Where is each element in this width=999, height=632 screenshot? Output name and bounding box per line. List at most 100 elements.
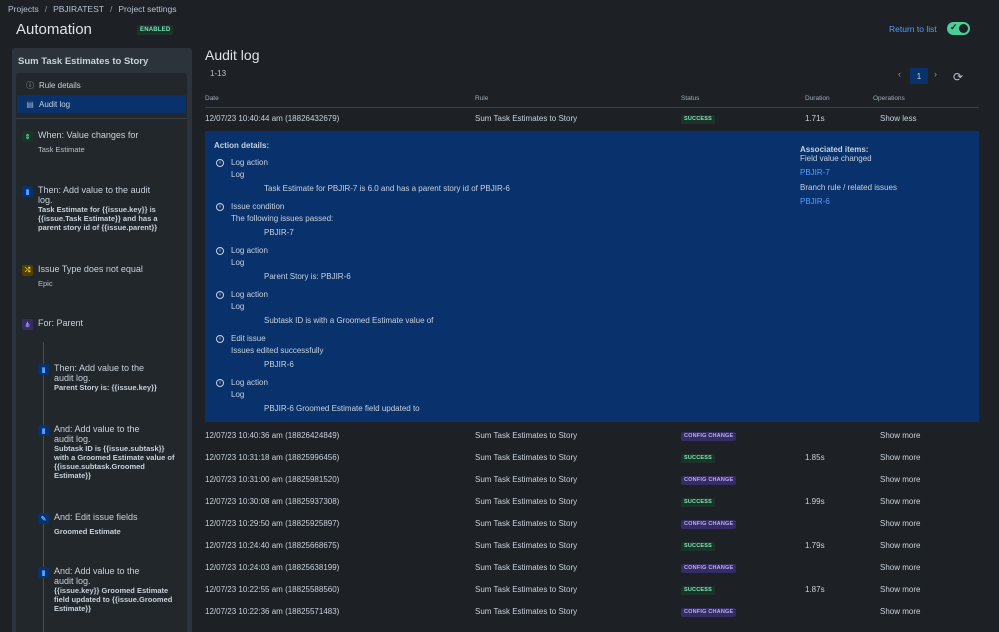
page-title: Automation: [16, 21, 92, 38]
step-detail: Parent Story is: {{issue.key}}: [54, 383, 157, 392]
divider: [16, 118, 187, 119]
associated-issue-link[interactable]: PBJIR-7: [800, 168, 830, 177]
show-more-button[interactable]: Show more: [880, 519, 921, 528]
step-condition[interactable]: Issue Type does not equal Epic: [38, 264, 143, 288]
status-badge: CONFIG CHANGE: [681, 564, 737, 573]
step-detail: {{issue.Task Estimate}} and has a: [38, 214, 158, 223]
step-action-log[interactable]: Then: Add value to the audit log. Task E…: [38, 185, 158, 232]
chevron-right-icon[interactable]: ›: [934, 69, 937, 79]
table-row: 12/07/23 10:30:08 am (18825937308) Sum T…: [205, 491, 979, 513]
nav-audit-log[interactable]: ▤ Audit log: [17, 95, 186, 113]
info-icon: i: [216, 291, 224, 299]
step-heading: audit log.: [54, 434, 91, 444]
row-rule: Sum Task Estimates to Story: [475, 519, 578, 528]
audit-log-title: Audit log: [205, 47, 260, 63]
detail-item-detail: Parent Story is: PBJIR-6: [264, 272, 351, 281]
breadcrumb-projects[interactable]: Projects: [8, 4, 39, 14]
info-icon: i: [216, 335, 224, 343]
table-row: 12/07/23 10:40:36 am (18826424849) Sum T…: [205, 425, 979, 447]
step-trigger[interactable]: When: Value changes for Task Estimate: [38, 130, 138, 154]
breadcrumb-separator: /: [109, 4, 113, 14]
action-icon: ▮: [22, 186, 33, 197]
action-details-panel: [205, 131, 979, 422]
row-date: 12/07/23 10:40:36 am (18826424849): [205, 431, 340, 440]
table-row: 12/07/23 10:22:36 am (18825571483) Sum T…: [205, 601, 979, 623]
row-rule: Sum Task Estimates to Story: [475, 114, 578, 123]
detail-item-title: Log action: [231, 246, 268, 255]
step-detail: Task Estimate: [38, 145, 85, 154]
detail-item-detail: Task Estimate for PBJIR-7 is 6.0 and has…: [264, 184, 510, 193]
show-more-button[interactable]: Show more: [880, 563, 921, 572]
show-more-button[interactable]: Show more: [880, 453, 921, 462]
row-duration: 1.71s: [805, 114, 825, 123]
step-detail: Estimate}}: [54, 471, 92, 480]
refresh-icon[interactable]: ⟳: [953, 70, 964, 84]
show-more-button[interactable]: Show more: [880, 541, 921, 550]
row-rule: Sum Task Estimates to Story: [475, 563, 578, 572]
detail-item-sub: Log: [231, 258, 245, 267]
breadcrumb: Projects / PBJIRATEST / Project settings: [8, 4, 176, 14]
step-detail: Subtask ID is {{issue.subtask}}: [54, 444, 165, 453]
info-icon: i: [216, 159, 224, 167]
row-rule: Sum Task Estimates to Story: [475, 431, 578, 440]
show-less-button[interactable]: Show less: [880, 114, 917, 123]
chevron-left-icon[interactable]: ‹: [898, 69, 901, 79]
step-branch-edit[interactable]: And: Edit issue fields Groomed Estimate: [54, 512, 138, 536]
row-rule: Sum Task Estimates to Story: [475, 453, 578, 462]
status-badge: SUCCESS: [681, 454, 715, 463]
rule-enabled-toggle[interactable]: ✓: [947, 22, 970, 35]
row-date: 12/07/23 10:29:50 am (18825925897): [205, 519, 340, 528]
row-date: 12/07/23 10:31:00 am (18825981520): [205, 475, 340, 484]
associated-issue-link[interactable]: PBJIR-6: [800, 197, 830, 206]
detail-item-title: Log action: [231, 290, 268, 299]
row-duration: 1.79s: [805, 541, 825, 550]
step-detail: Epic: [38, 279, 53, 288]
detail-item-sub: Issues edited successfully: [231, 346, 324, 355]
action-icon: ▮: [38, 425, 49, 436]
table-row: 12/07/23 10:24:40 am (18825668675) Sum T…: [205, 535, 979, 557]
result-range: 1-13: [210, 69, 227, 78]
detail-item-detail: PBJIR-6 Groomed Estimate field updated t…: [264, 404, 420, 413]
return-to-list-link[interactable]: Return to list: [889, 24, 937, 34]
step-heading: And: Edit issue fields: [54, 512, 138, 522]
row-date: 12/07/23 10:30:08 am (18825937308): [205, 497, 340, 506]
step-heading: For: Parent: [38, 318, 84, 328]
show-more-button[interactable]: Show more: [880, 431, 921, 440]
show-more-button[interactable]: Show more: [880, 475, 921, 484]
branch-line: [43, 342, 44, 632]
associated-field-value: Field value changed: [800, 154, 872, 163]
nav-rule-details[interactable]: ⓘ Rule details: [17, 76, 186, 94]
step-branch-log-1[interactable]: Then: Add value to the audit log. Parent…: [54, 363, 157, 392]
status-badge: CONFIG CHANGE: [681, 608, 737, 617]
step-heading: And: Add value to the: [54, 424, 140, 434]
table-row: 12/07/23 10:29:50 am (18825925897) Sum T…: [205, 513, 979, 535]
detail-item-sub: The following issues passed:: [231, 214, 334, 223]
row-duration: 1.85s: [805, 453, 825, 462]
show-more-button[interactable]: Show more: [880, 497, 921, 506]
page-1-button[interactable]: 1: [910, 68, 928, 84]
associated-branch-label: Branch rule / related issues: [800, 183, 897, 192]
show-more-button[interactable]: Show more: [880, 607, 921, 616]
pencil-icon: ✎: [38, 513, 49, 524]
row-date: 12/07/23 10:31:18 am (18825996456): [205, 453, 340, 462]
row-rule: Sum Task Estimates to Story: [475, 541, 578, 550]
step-heading: When: Value changes for: [38, 130, 139, 140]
status-badge: CONFIG CHANGE: [681, 432, 737, 441]
nav-label: Audit log: [39, 99, 71, 109]
row-date: 12/07/23 10:22:36 am (18825571483): [205, 607, 340, 616]
step-branch[interactable]: For: Parent: [38, 318, 83, 328]
step-branch-log-2[interactable]: And: Add value to the audit log. Subtask…: [54, 424, 174, 480]
condition-icon: ⤮: [22, 265, 33, 276]
detail-item-title: Log action: [231, 158, 268, 167]
step-heading: audit log.: [54, 576, 91, 586]
detail-item-sub: Log: [231, 170, 245, 179]
breadcrumb-project[interactable]: PBJIRATEST: [53, 4, 104, 14]
step-heading: log.: [38, 195, 53, 205]
status-badge: SUCCESS: [681, 498, 715, 507]
show-more-button[interactable]: Show more: [880, 585, 921, 594]
step-branch-log-3[interactable]: And: Add value to the audit log. {{issue…: [54, 566, 172, 613]
breadcrumb-settings[interactable]: Project settings: [118, 4, 177, 14]
associated-items-heading: Associated items:: [800, 145, 869, 154]
row-date: 12/07/23 10:40:44 am (18826432679): [205, 114, 340, 123]
step-heading: audit log.: [54, 373, 91, 383]
